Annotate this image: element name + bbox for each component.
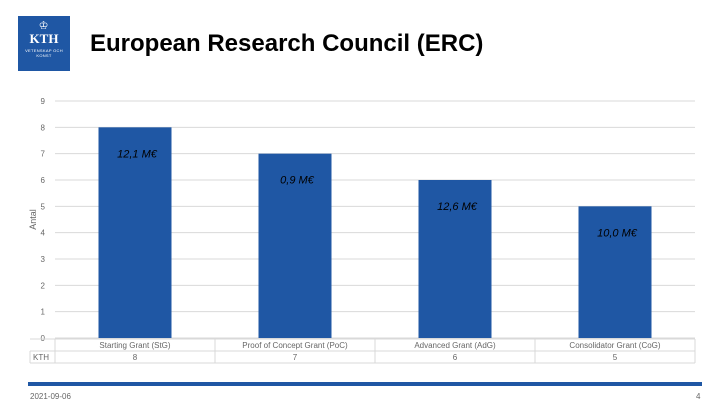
bar: [98, 127, 172, 338]
data-label: 12,1 M€: [117, 148, 158, 160]
logo-subtitle: VETENSKAP OCH KONST: [25, 48, 63, 58]
page-number: 4: [696, 392, 701, 401]
table-value: 5: [613, 353, 618, 362]
table-value: 8: [133, 353, 138, 362]
y-tick-label: 3: [41, 255, 46, 264]
y-tick-label: 4: [41, 229, 46, 238]
kth-logo: ♔ KTH VETENSKAP OCH KONST: [18, 16, 70, 71]
bar: [258, 153, 332, 338]
y-tick-label: 5: [41, 202, 46, 211]
crown-icon: ♔: [38, 20, 50, 32]
data-label: 0,9 M€: [280, 175, 315, 187]
slide-date: 2021-09-06: [30, 392, 71, 401]
bar: [578, 206, 652, 338]
y-tick-label: 1: [41, 308, 46, 317]
table-value: 7: [293, 353, 298, 362]
table-value: 6: [453, 353, 458, 362]
data-label: 12,6 M€: [437, 201, 478, 213]
bar: [418, 180, 492, 338]
data-label: 10,0 M€: [597, 227, 638, 239]
page-title: European Research Council (ERC): [90, 30, 484, 57]
y-axis-label: Antal: [28, 209, 38, 230]
y-tick-label: 2: [41, 281, 46, 290]
x-tick-label: Advanced Grant (AdG): [414, 341, 496, 350]
x-tick-label: Starting Grant (StG): [99, 341, 170, 350]
footer-divider: [28, 382, 702, 386]
x-tick-label: Consolidator Grant (CoG): [569, 341, 660, 350]
y-tick-label: 8: [41, 123, 46, 132]
y-tick-label: 6: [41, 176, 46, 185]
legend-series-label: KTH: [33, 353, 49, 362]
y-tick-label: 7: [41, 150, 46, 159]
y-tick-label: 9: [41, 97, 46, 106]
x-tick-label: Proof of Concept Grant (PoC): [242, 341, 348, 350]
logo-text: KTH: [29, 31, 59, 46]
